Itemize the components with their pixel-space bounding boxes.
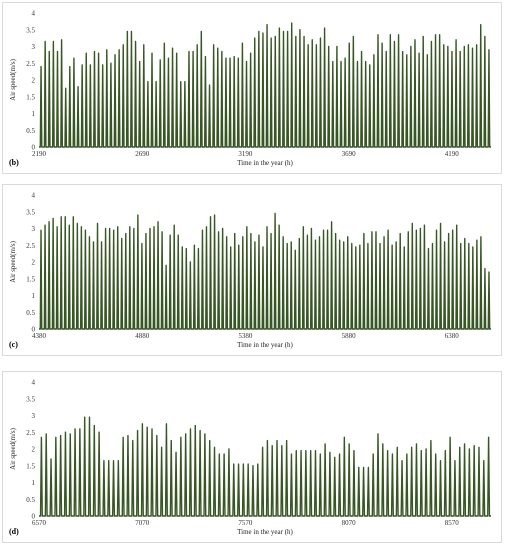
y-tick-label: 2 xyxy=(32,77,36,85)
y-tick-label: 0.5 xyxy=(26,127,35,135)
y-tick-label: 0 xyxy=(32,144,36,152)
x-axis-title: Time in the year (h) xyxy=(237,528,293,536)
x-tick-label: 2690 xyxy=(135,150,150,158)
y-tick-label: 2.5 xyxy=(26,60,35,68)
y-tick-label: 3 xyxy=(32,43,36,51)
y-axis-title: Air speed(m/s) xyxy=(9,58,17,100)
air-speed-series xyxy=(39,22,491,148)
x-tick-label: 4380 xyxy=(32,332,47,340)
x-tick-label: 8070 xyxy=(342,519,357,527)
y-axis-title: Air speed(m/s) xyxy=(9,240,17,282)
chart-panel-d: 0 0.5 1 1.5 2 2.5 3 3.5 4 6570 7070 7570 8070 8570 Air… xyxy=(2,371,502,543)
y-tick-label: 1 xyxy=(32,110,36,118)
y-tick-label: 3.5 xyxy=(26,26,35,34)
y-tick-label: 3 xyxy=(32,412,36,420)
x-tick-label: 7070 xyxy=(135,519,150,527)
y-tick-label: 4 xyxy=(32,192,36,200)
panel-label: (b) xyxy=(9,158,19,167)
y-tick-label: 1 xyxy=(32,292,36,300)
x-axis-title: Time in the year (h) xyxy=(237,341,293,349)
x-tick-label: 4190 xyxy=(445,150,460,158)
x-tick-label: 7570 xyxy=(238,519,253,527)
y-tick-label: 0 xyxy=(32,326,36,334)
air-speed-series xyxy=(39,416,491,517)
y-tick-label: 4 xyxy=(32,379,36,387)
x-tick-label: 6380 xyxy=(445,332,460,340)
air-speed-chart-b: 0 0.5 1 1.5 2 2.5 3 3.5 4 2190 2690 3190 3690 4190 Air… xyxy=(9,10,491,167)
y-tick-label: 2.5 xyxy=(26,242,35,250)
y-tick-label: 0 xyxy=(32,513,36,521)
x-tick-label: 8570 xyxy=(445,519,460,527)
y-axis-title: Air speed(m/s) xyxy=(9,427,17,469)
air-speed-chart-c: 0 0.5 1 1.5 2 2.5 3 3.5 4 4380 4880 5380 5880 6380 Air… xyxy=(9,192,491,349)
panel-label: (d) xyxy=(9,527,19,536)
x-axis-title: Time in the year (h) xyxy=(237,159,293,167)
y-tick-label: 0.5 xyxy=(26,496,35,504)
y-tick-label: 2.5 xyxy=(26,429,35,437)
y-tick-label: 4 xyxy=(32,10,36,18)
y-tick-label: 2 xyxy=(32,259,36,267)
x-tick-label: 2190 xyxy=(32,150,47,158)
air-speed-chart-d: 0 0.5 1 1.5 2 2.5 3 3.5 4 6570 7070 7570 8070 8570 Air… xyxy=(9,379,491,536)
y-tick-label: 2 xyxy=(32,446,36,454)
y-tick-label: 1.5 xyxy=(26,275,35,283)
y-tick-label: 0.5 xyxy=(26,309,35,317)
y-tick-label: 3.5 xyxy=(26,208,35,216)
air-speed-series xyxy=(39,212,491,330)
x-tick-label: 3190 xyxy=(238,150,253,158)
x-tick-label: 6570 xyxy=(32,519,47,527)
chart-panel-c: 0 0.5 1 1.5 2 2.5 3 3.5 4 4380 4880 5380 5880 6380 Air… xyxy=(2,184,502,356)
x-tick-label: 4880 xyxy=(135,332,150,340)
chart-panel-b: 0 0.5 1 1.5 2 2.5 3 3.5 4 2190 2690 3190 3690 4190 Air… xyxy=(2,2,502,174)
y-tick-label: 3.5 xyxy=(26,395,35,403)
y-tick-label: 1.5 xyxy=(26,93,35,101)
y-tick-label: 3 xyxy=(32,225,36,233)
x-tick-label: 3690 xyxy=(342,150,357,158)
y-tick-label: 1 xyxy=(32,479,36,487)
x-tick-label: 5380 xyxy=(238,332,253,340)
x-tick-label: 5880 xyxy=(342,332,357,340)
y-tick-label: 1.5 xyxy=(26,462,35,470)
panel-label: (c) xyxy=(9,340,18,349)
